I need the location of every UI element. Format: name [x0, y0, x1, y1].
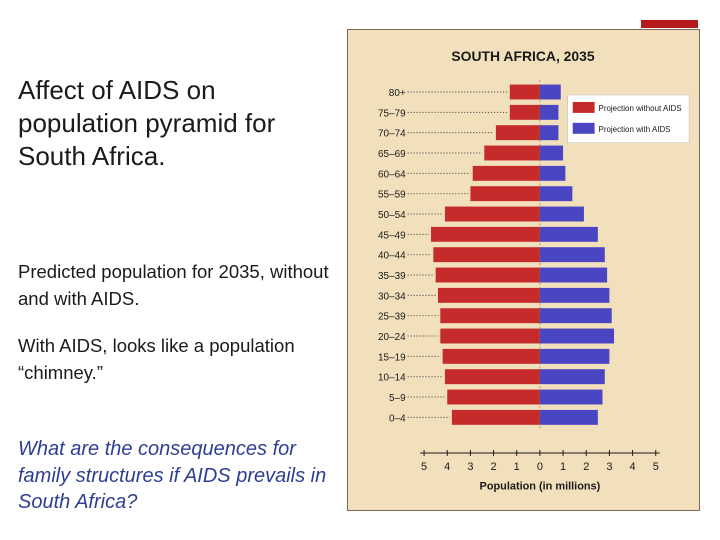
question-text: What are the consequences for family str…: [18, 438, 327, 513]
paragraph-chimney: With AIDS, looks like a population “chim…: [18, 335, 295, 383]
bar-without-aids: [444, 369, 540, 385]
bar-without-aids: [447, 389, 540, 405]
bar-without-aids: [509, 104, 540, 120]
bar-with-aids: [539, 348, 610, 364]
bar-without-aids: [472, 165, 540, 181]
chart-legend: Projection without AIDS Projection with A…: [567, 94, 690, 143]
age-label: 40–44: [378, 251, 406, 262]
bar-with-aids: [539, 165, 566, 181]
bar-with-aids: [539, 247, 605, 263]
age-label: 0–4: [389, 413, 406, 424]
legend-swatch: [572, 122, 595, 134]
x-tick-label: 2: [491, 461, 497, 473]
pyramid-svg: SOUTH AFRICA, 2035 80+ 75–79 70–74 65–69 60–…: [378, 48, 690, 493]
x-tick-label: 5: [653, 461, 659, 473]
x-tick-label: 1: [514, 461, 520, 473]
bar-without-aids: [433, 247, 540, 263]
bar-with-aids: [539, 226, 598, 242]
accent-bar: [641, 20, 698, 28]
age-label: 10–14: [378, 373, 406, 384]
age-label: 65–69: [378, 149, 406, 160]
bar-with-aids: [539, 287, 610, 303]
bar-with-aids: [539, 145, 564, 161]
age-label: 60–64: [378, 169, 406, 180]
bar-without-aids: [484, 145, 540, 161]
x-tick-label: 3: [467, 461, 473, 473]
bar-without-aids: [509, 84, 540, 100]
age-label: 35–39: [378, 271, 406, 282]
bar-without-aids: [442, 348, 540, 364]
bar-with-aids: [539, 104, 559, 120]
x-tick-label: 3: [606, 461, 612, 473]
bar-without-aids: [470, 186, 540, 202]
legend-label: Projection without AIDS: [599, 104, 682, 113]
bar-without-aids: [437, 287, 540, 303]
age-label: 5–9: [389, 393, 406, 404]
x-tick-label: 1: [560, 461, 566, 473]
bar-without-aids: [440, 328, 540, 344]
age-label: 70–74: [378, 129, 406, 140]
bar-without-aids: [435, 267, 540, 283]
bar-with-aids: [539, 369, 605, 385]
age-label: 55–59: [378, 190, 406, 201]
age-label: 25–39: [378, 312, 406, 323]
chart-title: SOUTH AFRICA, 2035: [451, 48, 594, 64]
legend-label: Projection with AIDS: [599, 125, 671, 134]
bar-with-aids: [539, 125, 559, 141]
age-label: 30–34: [378, 291, 406, 302]
age-label: 20–24: [378, 332, 406, 343]
bar-with-aids: [539, 84, 561, 100]
bar-with-aids: [539, 409, 598, 425]
x-tick-label: 4: [630, 461, 636, 473]
age-label: 50–54: [378, 210, 406, 221]
bar-without-aids: [495, 125, 540, 141]
bar-without-aids: [431, 226, 540, 242]
bar-without-aids: [444, 206, 540, 222]
age-label: 45–49: [378, 230, 406, 241]
x-tick-label: 2: [583, 461, 589, 473]
bar-with-aids: [539, 389, 603, 405]
x-tick-label: 4: [444, 461, 450, 473]
bar-with-aids: [539, 186, 573, 202]
bar-without-aids: [451, 409, 540, 425]
paragraph-prediction: Predicted population for 2035, without a…: [18, 261, 329, 309]
bar-with-aids: [539, 328, 615, 344]
x-tick-label: 0: [537, 461, 543, 473]
bar-with-aids: [539, 206, 584, 222]
age-label: 80+: [389, 88, 406, 99]
age-label: 75–79: [378, 108, 406, 119]
population-pyramid-chart: SOUTH AFRICA, 2035 80+ 75–79 70–74 65–69 60–…: [347, 29, 700, 511]
bar-with-aids: [539, 267, 608, 283]
age-label: 15–19: [378, 352, 406, 363]
x-axis-label: Population (in millions): [480, 481, 601, 493]
x-tick-label: 5: [421, 461, 427, 473]
legend-swatch: [572, 101, 595, 113]
slide-title: Affect of AIDS on population pyramid for…: [18, 75, 276, 171]
bar-without-aids: [440, 308, 540, 324]
bar-with-aids: [539, 308, 612, 324]
